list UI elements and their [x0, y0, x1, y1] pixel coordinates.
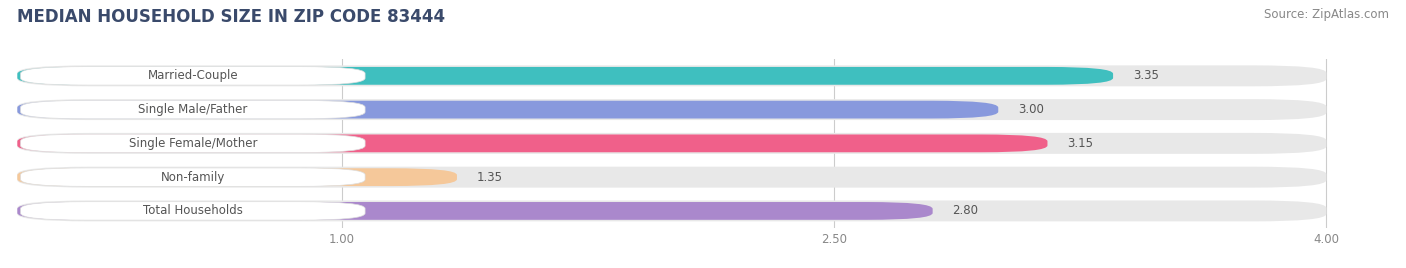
Text: Single Female/Mother: Single Female/Mother: [128, 137, 257, 150]
Text: 3.00: 3.00: [1018, 103, 1043, 116]
Text: Source: ZipAtlas.com: Source: ZipAtlas.com: [1264, 8, 1389, 21]
FancyBboxPatch shape: [17, 168, 457, 186]
FancyBboxPatch shape: [17, 65, 1326, 86]
FancyBboxPatch shape: [17, 200, 1326, 221]
FancyBboxPatch shape: [17, 202, 932, 220]
FancyBboxPatch shape: [17, 99, 1326, 120]
FancyBboxPatch shape: [17, 67, 1114, 85]
FancyBboxPatch shape: [21, 67, 366, 85]
Text: Total Households: Total Households: [143, 204, 243, 217]
Text: 3.35: 3.35: [1133, 69, 1159, 82]
Text: MEDIAN HOUSEHOLD SIZE IN ZIP CODE 83444: MEDIAN HOUSEHOLD SIZE IN ZIP CODE 83444: [17, 8, 444, 26]
FancyBboxPatch shape: [21, 134, 366, 152]
Text: Married-Couple: Married-Couple: [148, 69, 238, 82]
Text: Single Male/Father: Single Male/Father: [138, 103, 247, 116]
FancyBboxPatch shape: [21, 168, 366, 186]
FancyBboxPatch shape: [17, 135, 1047, 152]
Text: Non-family: Non-family: [160, 171, 225, 184]
FancyBboxPatch shape: [17, 167, 1326, 188]
Text: 3.15: 3.15: [1067, 137, 1092, 150]
FancyBboxPatch shape: [21, 100, 366, 119]
FancyBboxPatch shape: [17, 101, 998, 118]
FancyBboxPatch shape: [21, 202, 366, 220]
FancyBboxPatch shape: [17, 133, 1326, 154]
Text: 2.80: 2.80: [952, 204, 979, 217]
Text: 1.35: 1.35: [477, 171, 502, 184]
